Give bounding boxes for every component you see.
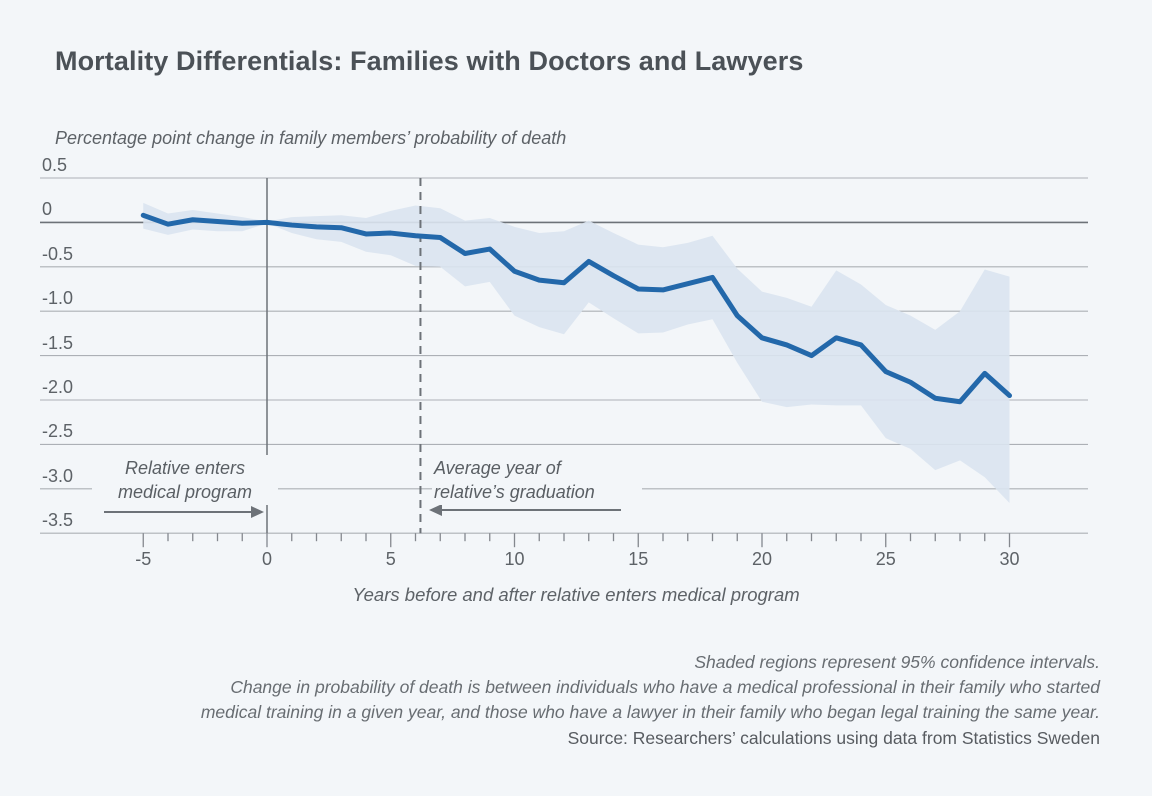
y-tick-label: 0 [42,199,53,220]
chart-title: Mortality Differentials: Families with D… [55,46,804,76]
annotation-graduation-line2: relative’s graduation [434,482,595,502]
footnotes: Shaded regions represent 95% confidence … [90,650,1100,751]
x-tick-label: 0 [261,549,272,569]
y-tick-label: 0.5 [42,155,68,175]
footnote-method-line1: Change in probability of death is betwee… [230,677,1100,697]
y-tick-label: -2.5 [42,421,74,442]
footnote-source: Source: Researchers’ calculations using … [567,728,1100,748]
x-axis-title: Years before and after relative enters m… [352,584,800,605]
x-tick-label: 10 [504,549,525,569]
y-tick-label: -2.0 [42,377,74,397]
x-tick-label: 20 [751,549,773,569]
graduation-arrow-head [429,504,442,516]
x-tick-label: 25 [875,549,896,569]
y-axis-title: Percentage point change in family member… [55,128,567,148]
y-tick-label: -3.0 [42,465,74,486]
y-tick-label: -1.5 [42,332,74,353]
x-tick-label: 30 [999,549,1020,569]
annotation-graduation: Average year of relative’s graduation [432,455,642,505]
annotation-program-entry-line2: medical program [117,482,253,502]
confidence-band [143,202,1010,504]
annotation-program-entry-line1: Relative enters [124,458,246,478]
x-tick-label: 5 [385,549,396,569]
footnote-method-line2: medical training in a given year, and th… [200,702,1100,722]
annotation-graduation-line1: Average year of [434,458,561,478]
y-tick-label: -1.0 [42,288,74,309]
y-tick-label: -0.5 [42,243,74,264]
y-tick-label: -3.5 [42,510,74,531]
x-tick-label: 15 [628,549,649,569]
entry-arrow-head [251,506,264,518]
x-tick-label: -5 [135,549,152,569]
estimate-line [140,212,1012,405]
annotation-program-entry: Relative enters medical program [92,455,278,505]
footnote-ci: Shaded regions represent 95% confidence … [694,652,1100,672]
